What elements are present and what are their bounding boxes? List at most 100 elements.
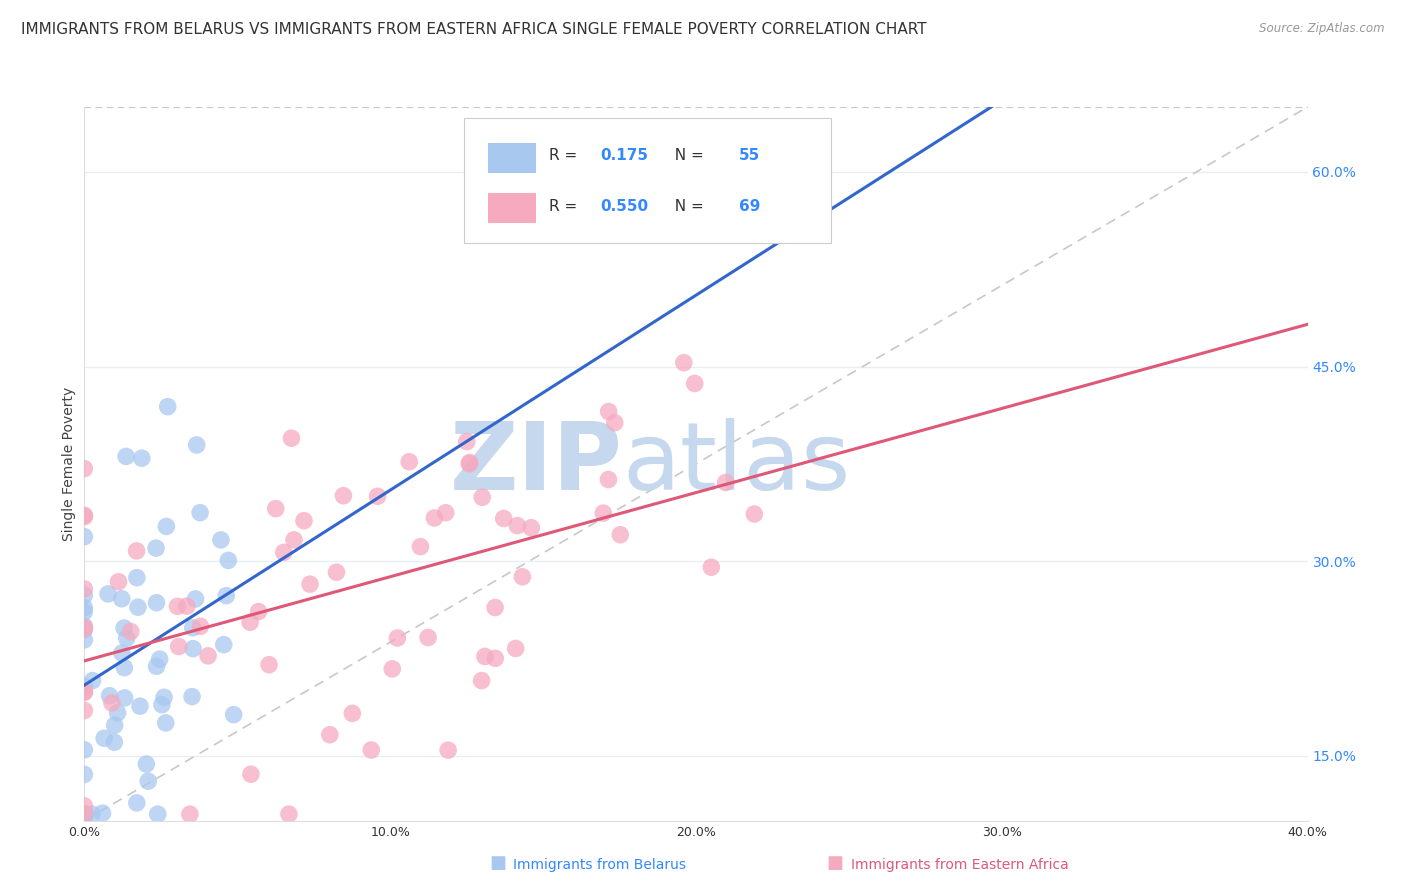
Point [474,649,496,664]
Point [73,743,96,757]
Point [73,605,96,619]
Point [166,599,188,614]
Text: IMMIGRANTS FROM BELARUS VS IMMIGRANTS FROM EASTERN AFRICA SINGLE FEMALE POVERTY : IMMIGRANTS FROM BELARUS VS IMMIGRANTS FR… [21,22,927,37]
Point [150,698,173,712]
Point [73,685,96,699]
Point [222,707,245,722]
Text: N =: N = [665,200,709,214]
Point [409,540,432,554]
Point [456,434,478,449]
Point [603,416,626,430]
Point [155,715,177,730]
Point [186,438,208,452]
Point [93,731,115,746]
Text: atlas: atlas [623,417,851,510]
Point [114,690,136,705]
Point [342,706,364,721]
Y-axis label: Single Female Poverty: Single Female Poverty [62,387,76,541]
Text: 69: 69 [738,200,761,214]
Point [184,591,207,606]
Point [744,507,766,521]
Point [190,619,212,633]
FancyBboxPatch shape [488,143,536,173]
Point [273,545,295,559]
Point [80,807,103,822]
Point [239,615,262,630]
Point [73,461,96,475]
Point [299,577,322,591]
Point [73,704,96,718]
Point [381,662,404,676]
Point [437,743,460,757]
Text: N =: N = [665,148,709,163]
Point [125,544,148,558]
Point [73,508,96,523]
Text: ■: ■ [827,855,844,872]
Point [176,599,198,614]
Point [247,605,270,619]
Point [73,807,96,822]
Point [155,519,177,533]
Point [215,589,238,603]
Text: ■: ■ [489,855,506,872]
Point [125,796,148,810]
Point [239,767,262,781]
Point [181,641,204,656]
Point [212,638,235,652]
Point [209,533,232,547]
Text: 0.175: 0.175 [600,148,648,163]
Point [75,807,97,822]
Point [505,641,527,656]
Point [598,404,620,418]
Point [398,455,420,469]
Point [506,518,529,533]
Point [107,706,129,720]
Point [145,659,167,673]
Text: Source: ZipAtlas.com: Source: ZipAtlas.com [1260,22,1385,36]
Point [153,690,176,705]
Point [512,570,534,584]
Point [127,600,149,615]
Text: 0.550: 0.550 [600,200,648,214]
Point [145,541,167,555]
Point [458,457,481,471]
Text: R =: R = [550,148,582,163]
Point [131,451,153,466]
Point [82,673,104,688]
Point [277,807,299,822]
Point [672,356,695,370]
Point [484,600,506,615]
Point [609,527,631,541]
Point [73,530,96,544]
Text: Immigrants from Belarus: Immigrants from Belarus [513,858,686,872]
Point [73,798,96,813]
Text: ZIP: ZIP [450,417,623,510]
Point [683,376,706,391]
Point [104,718,127,732]
Point [73,622,96,636]
Point [520,521,543,535]
Point [91,806,114,821]
Point [73,621,96,635]
Point [197,648,219,663]
Point [217,553,239,567]
Point [167,640,190,654]
FancyBboxPatch shape [464,118,831,243]
Point [146,807,169,822]
Point [292,514,315,528]
Point [73,619,96,633]
Point [103,735,125,749]
Point [179,807,201,822]
Point [111,591,134,606]
Point [73,588,96,602]
Point [257,657,280,672]
Text: Immigrants from Eastern Africa: Immigrants from Eastern Africa [851,858,1069,872]
Point [101,696,124,710]
Point [73,582,96,596]
Point [73,623,96,637]
Point [181,690,204,704]
Point [387,631,409,645]
Point [156,400,179,414]
Point [280,431,302,445]
Text: 55: 55 [738,148,761,163]
